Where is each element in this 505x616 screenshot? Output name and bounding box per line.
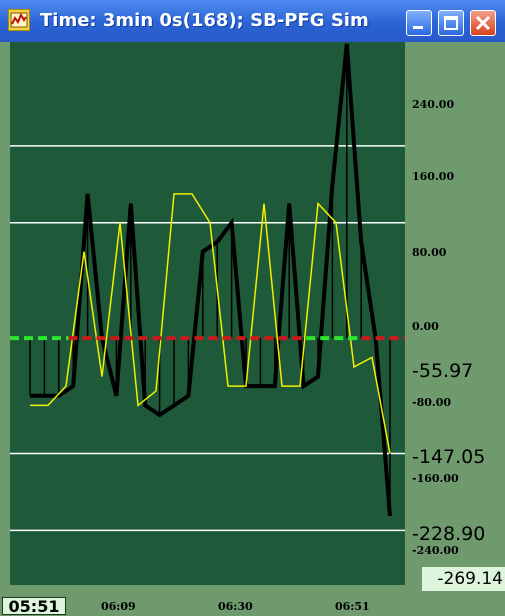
current-time-readout: 05:51 xyxy=(2,597,66,615)
y-tick-label: 160.00 xyxy=(412,170,454,183)
y-tick-label: -160.00 xyxy=(412,472,459,485)
y-tick-label: -80.00 xyxy=(412,396,451,409)
y-tick-label: 0.00 xyxy=(412,320,439,333)
marker-value-label: -147.05 xyxy=(412,446,485,468)
x-tick-label: 06:09 xyxy=(101,600,136,613)
current-value-readout: -269.14 xyxy=(422,567,505,591)
y-tick-label: -240.00 xyxy=(412,544,459,557)
x-tick-label: 06:51 xyxy=(335,600,370,613)
y-tick-label: 240.00 xyxy=(412,98,454,111)
y-tick-label: 80.00 xyxy=(412,246,446,259)
series-line xyxy=(30,44,390,516)
x-tick-label: 06:30 xyxy=(218,600,253,613)
marker-value-label: -228.90 xyxy=(412,523,485,545)
marker-value-label: -55.97 xyxy=(412,360,473,382)
